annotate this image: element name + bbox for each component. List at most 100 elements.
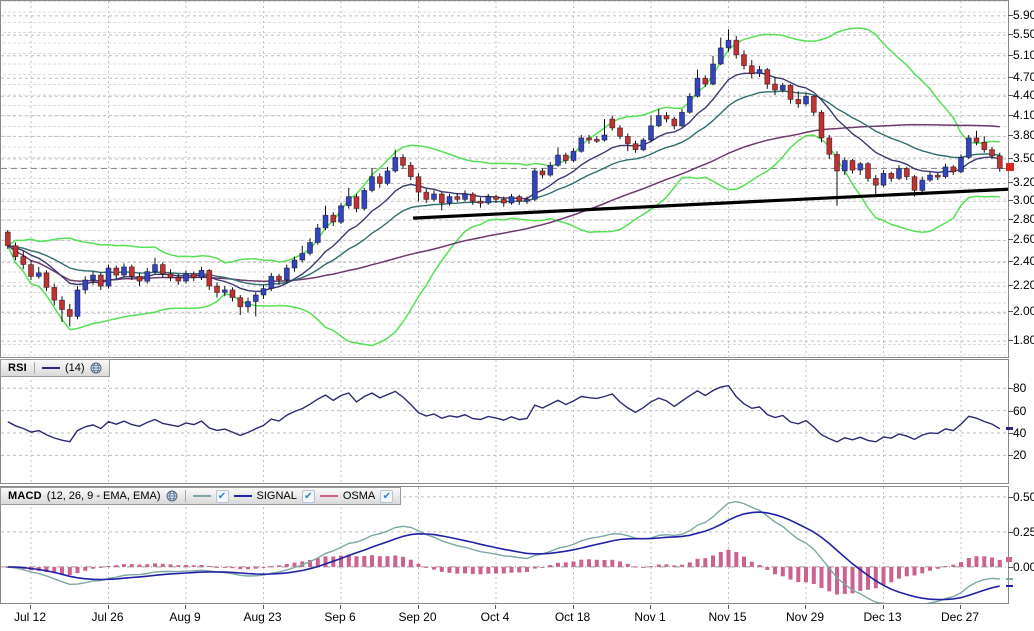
price-axis-tick	[1008, 200, 1013, 202]
macd-axis-label: 0.00	[1013, 559, 1034, 574]
osma-bar	[191, 565, 196, 567]
macd-axis-label: 0.50	[1013, 489, 1034, 504]
osma-bar	[470, 566, 475, 574]
rsi-axis-label: 60	[1013, 403, 1027, 418]
price-axis-tick	[1008, 340, 1013, 342]
osma-bar	[44, 566, 49, 572]
osma-bar	[935, 566, 940, 569]
osma-bar	[308, 560, 312, 567]
candle-up	[508, 196, 515, 204]
candle-down	[190, 273, 197, 278]
osma-bar	[416, 563, 421, 567]
candle-down	[376, 176, 383, 184]
candle-up	[601, 134, 608, 141]
osma-bar	[122, 564, 126, 567]
rsi-indicator-chip[interactable]: RSI (14)	[0, 359, 110, 377]
osma-bar	[982, 556, 987, 567]
osma-bar	[67, 566, 72, 575]
candle-down	[175, 277, 182, 282]
candle-down	[454, 196, 461, 200]
candle-down	[663, 115, 670, 120]
candle-up	[322, 214, 329, 229]
osma-bar	[114, 565, 119, 567]
signal-line-checkbox[interactable]: ✔	[301, 489, 315, 503]
candle-down	[733, 39, 740, 56]
osma-bar	[858, 566, 863, 591]
macd-settings-globe-icon[interactable]	[166, 490, 178, 502]
candle-up	[779, 84, 786, 91]
rsi-indicator-panel[interactable]	[0, 359, 1009, 484]
candle-down	[206, 270, 213, 287]
candle-down	[934, 174, 941, 178]
osma-bar	[424, 566, 429, 568]
osma-bar	[137, 564, 142, 567]
date-axis-tick	[340, 605, 341, 609]
candle-up	[531, 170, 538, 200]
osma-bar	[253, 566, 258, 569]
mid-ma-line	[7, 90, 1000, 286]
candle-down	[609, 118, 616, 129]
osma-bar	[432, 566, 436, 570]
price-axis-label: 2.40	[1013, 254, 1034, 269]
osma-bar	[633, 566, 638, 568]
osma-bar	[215, 566, 219, 568]
candle-down	[903, 168, 910, 178]
chip-divider	[184, 490, 186, 502]
candle-up	[686, 95, 693, 113]
osma-bar	[540, 566, 545, 568]
macd-indicator-chip[interactable]: MACD (12, 26, 9 - EMA, EMA) ✔ SIGNAL ✔ O…	[0, 487, 402, 505]
osma-bar	[98, 566, 103, 568]
candle-down	[810, 95, 817, 113]
date-axis-label: Nov 29	[785, 610, 825, 624]
osma-bar	[176, 565, 181, 567]
osma-bar	[501, 566, 506, 574]
osma-bar	[401, 556, 405, 567]
rsi-settings-globe-icon[interactable]	[90, 362, 102, 374]
osma-bar	[532, 566, 537, 569]
osma-bar	[966, 558, 971, 567]
signal-last-value-marker	[1006, 585, 1013, 587]
osma-bar	[129, 564, 134, 567]
candle-down	[516, 196, 523, 202]
osma-bar	[447, 566, 452, 573]
candle-up	[314, 227, 321, 243]
date-axis-tick	[30, 605, 31, 609]
osma-checkbox[interactable]: ✔	[380, 489, 394, 503]
osma-last-value-marker	[1006, 557, 1012, 563]
macd-label: MACD	[8, 490, 42, 502]
osma-bar	[742, 556, 746, 567]
candle-up	[35, 272, 42, 277]
osma-bar	[757, 565, 762, 567]
macd-axis-tick	[1008, 531, 1013, 533]
price-axis-label: 2.20	[1013, 278, 1034, 293]
osma-bar	[850, 566, 855, 594]
macd-canvas	[1, 487, 1008, 603]
candle-down	[795, 99, 802, 105]
macd-line-checkbox[interactable]: ✔	[215, 489, 229, 503]
price-axis-tick	[1008, 285, 1013, 287]
macd-indicator-panel[interactable]	[0, 486, 1009, 604]
price-axis-tick	[1008, 239, 1013, 241]
price-axis-label: 5.10	[1013, 47, 1034, 62]
osma-bar	[246, 566, 250, 570]
candle-up	[431, 193, 437, 200]
price-chart-panel[interactable]	[0, 0, 1009, 359]
date-axis-label: Nov 15	[708, 610, 747, 624]
date-axis-label: Sep 6	[324, 610, 356, 624]
macd-axis-label: 0.25	[1013, 524, 1034, 539]
candle-down	[493, 196, 499, 200]
osma-bar	[695, 558, 700, 567]
candle-up	[958, 157, 964, 173]
osma-bar	[222, 566, 227, 568]
candle-down	[632, 143, 639, 151]
price-axis-tick	[1008, 182, 1013, 184]
candle-down	[330, 214, 337, 223]
trend-line	[412, 187, 1008, 220]
osma-bar	[556, 562, 560, 567]
candle-up	[268, 275, 275, 289]
macd-axis-tick	[1008, 496, 1013, 498]
candle-down	[136, 275, 143, 282]
price-axis-label: 4.70	[1013, 70, 1034, 85]
osma-bar	[672, 565, 677, 567]
